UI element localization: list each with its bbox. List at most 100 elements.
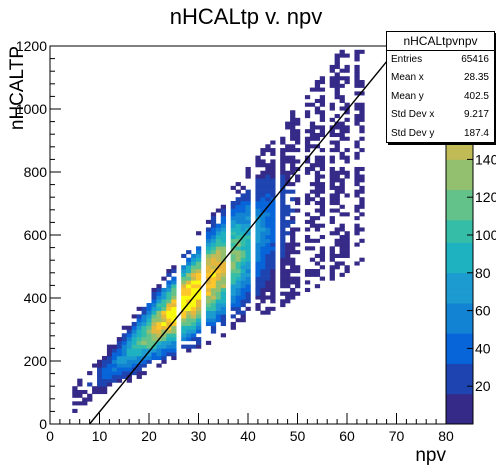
heatmap-cell [101, 389, 108, 395]
heatmap-cell [260, 231, 266, 236]
heatmap-cell [151, 314, 157, 319]
heatmap-cell [205, 306, 212, 311]
heatmap-cell [230, 303, 236, 308]
heatmap-cell [245, 235, 251, 240]
heatmap-cell [354, 117, 360, 122]
heatmap-cell [186, 337, 192, 342]
heatmap-cell [280, 136, 286, 141]
heatmap-cell [136, 359, 142, 364]
heatmap-cell [166, 318, 172, 323]
heatmap-cell [285, 253, 291, 258]
heatmap-cell [205, 318, 212, 323]
heatmap-cell [146, 340, 152, 345]
heatmap-cell [270, 140, 276, 145]
heatmap-cell [309, 166, 316, 172]
heatmap-cell [354, 231, 360, 236]
heatmap-cell [156, 303, 162, 308]
colorbar-segment [446, 144, 473, 153]
heatmap-cell [171, 329, 177, 334]
heatmap-cell [215, 291, 222, 296]
heatmap-cell [240, 276, 246, 281]
heatmap-cell [240, 299, 246, 304]
heatmap-cell [319, 204, 326, 209]
heatmap-cell [240, 257, 246, 262]
stats-value: 65416 [461, 54, 489, 65]
heatmap-cell [314, 98, 321, 103]
heatmap-cell [181, 287, 187, 292]
heatmap-cell [101, 374, 108, 379]
heatmap-cell [314, 182, 321, 187]
heatmap-cell [295, 140, 301, 145]
heatmap-cell [314, 253, 321, 258]
stats-value: 9.217 [463, 109, 489, 121]
heatmap-cell [280, 216, 286, 221]
heatmap-cell [191, 325, 197, 330]
heatmap-cell [270, 280, 276, 285]
heatmap-cell [220, 333, 227, 338]
heatmap-cell [235, 250, 241, 255]
heatmap-cell [161, 337, 167, 342]
heatmap-cell [354, 106, 360, 111]
heatmap-cell [166, 340, 172, 345]
heatmap-cell [280, 204, 286, 209]
heatmap-cell [304, 102, 311, 107]
heatmap-cell [186, 303, 192, 308]
heatmap-cell [354, 208, 360, 213]
heatmap-cell [210, 269, 217, 274]
heatmap-cell [295, 227, 301, 232]
heatmap-cell [220, 235, 227, 240]
heatmap-cell [161, 314, 167, 319]
heatmap-cell [260, 200, 266, 206]
heatmap-cell [314, 189, 321, 194]
heatmap-cell [344, 265, 350, 270]
heatmap-cell [319, 129, 326, 134]
heatmap-cell [354, 178, 360, 183]
heatmap-cell [205, 231, 212, 236]
heatmap-cell [334, 197, 340, 202]
heatmap-cell [121, 348, 128, 353]
heatmap-cell [329, 129, 335, 134]
heatmap-cell [196, 295, 202, 300]
heatmap-cell [329, 185, 335, 190]
heatmap-cell [121, 337, 128, 342]
heatmap-cell [280, 272, 286, 277]
heatmap-cell [260, 185, 266, 190]
heatmap-cell [235, 291, 241, 296]
heatmap-cell [181, 276, 187, 281]
heatmap-cell [131, 329, 137, 334]
heatmap-cell [106, 352, 113, 357]
heatmap-cell [290, 246, 296, 251]
heatmap-cell [255, 246, 261, 251]
heatmap-cell [210, 314, 217, 319]
heatmap-cell [196, 344, 202, 349]
heatmap-cell [295, 291, 301, 296]
heatmap-cell [111, 352, 118, 357]
heatmap-cell [255, 291, 261, 296]
heatmap-cell [319, 189, 326, 194]
heatmap-cell [126, 325, 132, 330]
heatmap-cell [196, 257, 202, 262]
heatmap-cell [77, 382, 83, 387]
heatmap-cell [205, 246, 212, 251]
heatmap-cell [270, 261, 276, 266]
y-tick-label: 800 [24, 164, 48, 180]
heatmap-cell [260, 272, 266, 277]
heatmap-cell [270, 299, 276, 304]
heatmap-cell [240, 269, 246, 274]
heatmap-cell [245, 261, 251, 266]
heatmap-cell [304, 129, 311, 134]
heatmap-cell [265, 148, 271, 153]
heatmap-cell [151, 325, 157, 330]
heatmap-cell [260, 178, 266, 183]
heatmap-cell [339, 49, 345, 54]
heatmap-cell [314, 132, 321, 138]
heatmap-cell [101, 378, 108, 383]
heatmap-cell [131, 352, 137, 357]
heatmap-cell [280, 166, 286, 172]
heatmap-cell [344, 193, 350, 198]
heatmap-cell [339, 189, 345, 194]
heatmap-cell [354, 223, 360, 228]
heatmap-cell [314, 110, 321, 115]
heatmap-cell [270, 265, 276, 270]
heatmap-cell [295, 136, 301, 141]
